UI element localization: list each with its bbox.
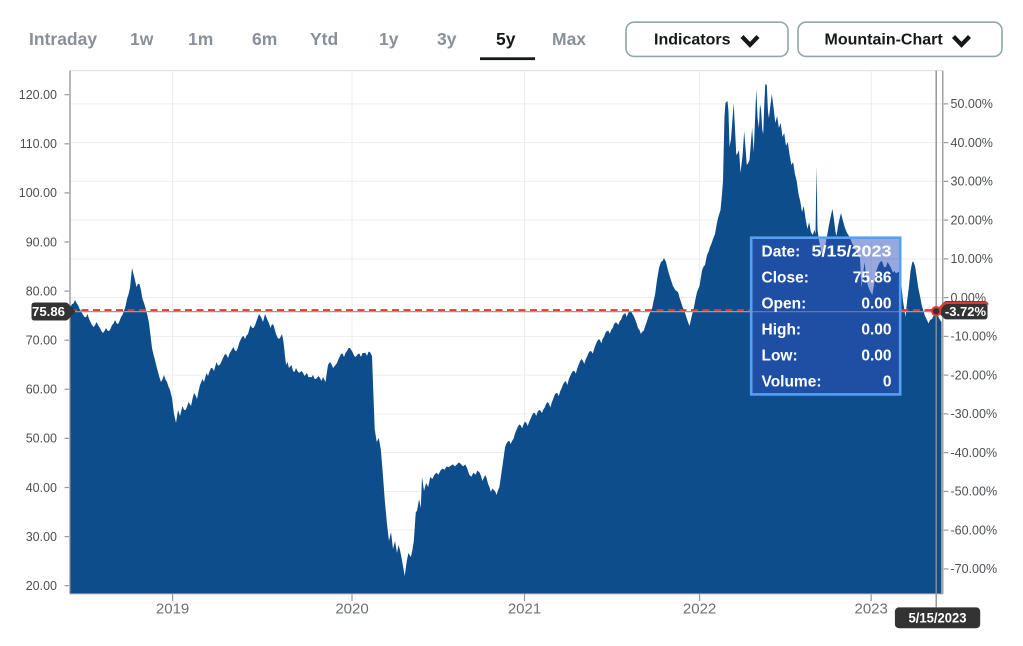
svg-text:80.00: 80.00 xyxy=(26,284,57,298)
svg-text:2019: 2019 xyxy=(156,601,189,618)
svg-text:-3.72%: -3.72% xyxy=(945,304,987,319)
svg-text:90.00: 90.00 xyxy=(26,235,57,249)
svg-text:Volume:: Volume: xyxy=(762,374,822,391)
svg-text:2022: 2022 xyxy=(683,601,716,618)
svg-text:110.00: 110.00 xyxy=(20,137,57,151)
svg-text:-30.00%: -30.00% xyxy=(951,407,998,421)
svg-text:5y: 5y xyxy=(496,29,516,49)
svg-text:0: 0 xyxy=(883,374,892,391)
svg-text:40.00%: 40.00% xyxy=(951,136,993,150)
svg-text:60.00: 60.00 xyxy=(26,383,57,397)
svg-text:2021: 2021 xyxy=(508,601,541,618)
svg-text:Close:: Close: xyxy=(762,270,809,287)
svg-text:Mountain-Chart: Mountain-Chart xyxy=(825,32,944,49)
svg-text:75.86: 75.86 xyxy=(853,270,892,287)
svg-text:-60.00%: -60.00% xyxy=(951,523,998,537)
svg-text:20.00: 20.00 xyxy=(26,579,57,593)
svg-text:1m: 1m xyxy=(188,29,213,49)
svg-text:Low:: Low: xyxy=(762,348,798,365)
svg-text:50.00%: 50.00% xyxy=(951,97,993,111)
svg-text:1w: 1w xyxy=(130,29,154,49)
svg-text:Max: Max xyxy=(552,29,586,49)
svg-text:0.00: 0.00 xyxy=(861,296,891,313)
svg-text:0.00: 0.00 xyxy=(861,348,891,365)
svg-text:20.00%: 20.00% xyxy=(951,213,993,227)
svg-text:30.00: 30.00 xyxy=(26,530,57,544)
svg-text:120.00: 120.00 xyxy=(19,88,57,102)
svg-text:40.00: 40.00 xyxy=(26,481,57,495)
svg-text:3y: 3y xyxy=(437,29,457,49)
svg-text:75.86: 75.86 xyxy=(32,304,65,319)
svg-text:Open:: Open: xyxy=(762,296,807,313)
svg-text:5/15/2023: 5/15/2023 xyxy=(812,244,892,261)
svg-text:2020: 2020 xyxy=(335,601,368,618)
svg-text:-40.00%: -40.00% xyxy=(951,446,998,460)
svg-text:Intraday: Intraday xyxy=(29,29,97,49)
svg-text:6m: 6m xyxy=(252,29,277,49)
svg-text:High:: High: xyxy=(762,322,802,339)
svg-text:100.00: 100.00 xyxy=(19,186,57,200)
svg-text:2023: 2023 xyxy=(855,601,888,618)
svg-text:-50.00%: -50.00% xyxy=(951,485,998,499)
svg-text:30.00%: 30.00% xyxy=(951,175,993,189)
svg-text:0.00: 0.00 xyxy=(861,322,891,339)
svg-text:-70.00%: -70.00% xyxy=(951,562,998,576)
svg-text:-10.00%: -10.00% xyxy=(951,330,998,344)
svg-text:50.00: 50.00 xyxy=(26,432,57,446)
svg-text:Indicators: Indicators xyxy=(654,32,731,49)
svg-text:Ytd: Ytd xyxy=(310,29,338,49)
svg-text:70.00: 70.00 xyxy=(26,334,57,348)
svg-text:10.00%: 10.00% xyxy=(951,252,993,266)
svg-text:Date:: Date: xyxy=(762,244,801,261)
svg-text:5/15/2023: 5/15/2023 xyxy=(909,610,967,625)
svg-text:1y: 1y xyxy=(379,29,399,49)
svg-text:-20.00%: -20.00% xyxy=(951,368,998,382)
